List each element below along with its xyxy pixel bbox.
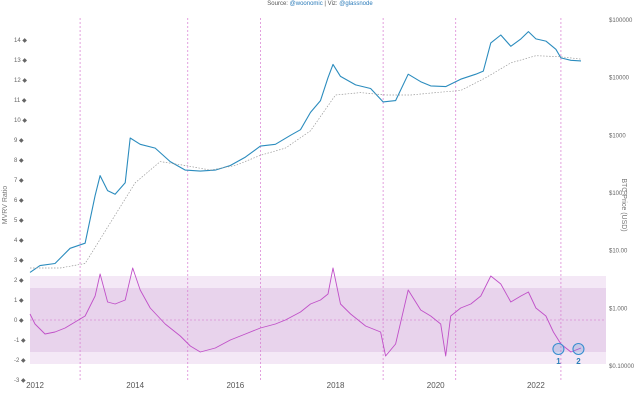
left-tick-label: 5 ◆ (14, 218, 24, 224)
left-tick-label: 13 ◆ (14, 58, 27, 64)
realized-price-line (30, 55, 582, 269)
left-tick-label: 9 ◆ (14, 138, 24, 144)
right-tick-label: $1.000 (609, 306, 628, 312)
left-tick-label: -2 ◆ (14, 358, 26, 364)
left-tick-label: 12 ◆ (14, 78, 27, 84)
x-axis-ticks: 2012 2014 2016 2018 2020 2022 (26, 381, 545, 390)
left-tick-label: 1 ◆ (14, 298, 24, 304)
source-separator: | (323, 1, 328, 7)
right-axis-ticks: $0.10000 $1.000 $10.00 $100.0 $1000 $10000 $10… (609, 18, 635, 370)
mvrv-bands (30, 276, 606, 364)
left-tick-label: 2 ◆ (14, 278, 24, 284)
left-tick-label: 6 ◆ (14, 198, 24, 204)
marker-circle (552, 342, 565, 356)
marker-circle (572, 342, 585, 356)
marker-label: 1 (556, 357, 561, 366)
vertical-markers (79, 18, 562, 380)
viz-prefix: Viz: (328, 1, 340, 7)
left-axis-ticks: -3 ◆ -2 ◆ -1 ◆ 0 ◆ 1 ◆ 2 ◆ 3 ◆ 4 ◆ 5 ◆ 6 ◆ 7 ◆ 8 ◆ 9… (14, 38, 27, 384)
left-axis-label: MVRV Ratio (2, 186, 9, 224)
mvrv-line (29, 267, 582, 357)
source-line: Source: @woonomic | Viz: @glassnode (267, 1, 373, 7)
right-tick-label: $100.0 (609, 191, 628, 197)
right-tick-label: $10.00 (609, 249, 628, 255)
x-tick-label: 2016 (226, 381, 244, 390)
left-tick-label: 8 ◆ (14, 158, 24, 164)
left-tick-label: 11 ◆ (14, 98, 27, 104)
x-tick-label: 2018 (327, 381, 345, 390)
left-tick-label: 10 ◆ (14, 118, 27, 124)
right-axis-label: BTC Price (USD) (620, 178, 627, 231)
left-tick-label: -1 ◆ (14, 338, 26, 344)
marker-label: 2 (576, 357, 581, 366)
right-tick-label: $0.10000 (609, 364, 635, 370)
right-tick-label: $10000 (609, 76, 630, 82)
left-tick-label: 4 ◆ (14, 238, 24, 244)
x-tick-label: 2014 (126, 381, 144, 390)
left-tick-label: 3 ◆ (14, 258, 24, 264)
left-tick-label: 14 ◆ (14, 38, 27, 44)
right-tick-label: $100000 (609, 18, 633, 24)
source-link[interactable]: @woonomic (290, 1, 323, 7)
x-tick-label: 2020 (427, 381, 445, 390)
left-tick-label: 0 ◆ (14, 318, 24, 324)
x-tick-label: 2012 (26, 381, 44, 390)
btc-price-line (29, 31, 582, 273)
series-lines (29, 31, 582, 357)
right-tick-label: $1000 (609, 133, 626, 139)
viz-link[interactable]: @glassnode (339, 1, 373, 7)
x-tick-label: 2022 (527, 381, 545, 390)
left-tick-label: 7 ◆ (14, 178, 24, 184)
source-prefix: Source: (267, 1, 289, 7)
left-tick-label: -3 ◆ (14, 378, 26, 384)
